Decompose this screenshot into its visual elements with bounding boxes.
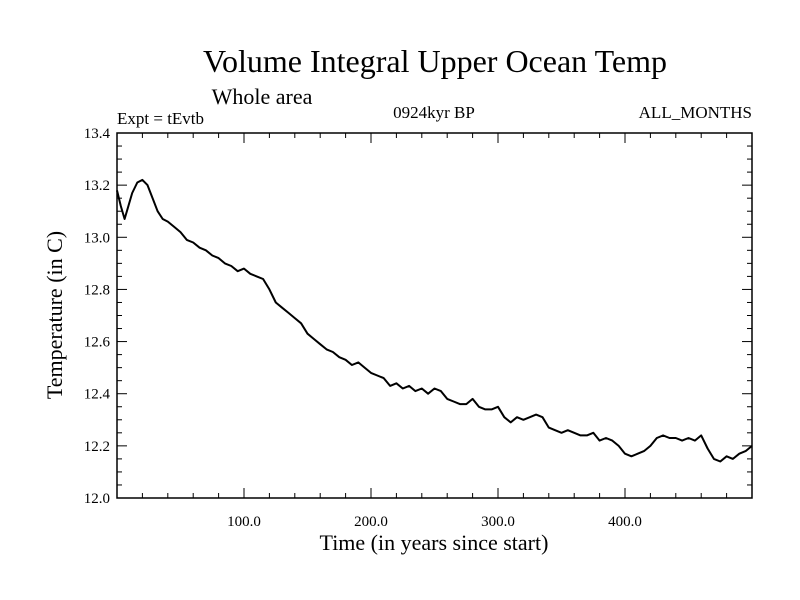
y-tick-label: 13.2 xyxy=(84,178,110,194)
x-tick-label: 200.0 xyxy=(354,514,388,530)
tick-labels: 100.0 200.0 300.0 400.0 12.0 12.2 12.4 12.6 12.8… xyxy=(84,126,642,530)
temperature-series-line xyxy=(116,178,753,463)
y-tick-label: 12.6 xyxy=(84,335,111,351)
y-axis-label: Temperature (in C) xyxy=(42,231,67,399)
y-tick-label: 12.0 xyxy=(84,491,110,507)
x-tick-label: 100.0 xyxy=(227,514,261,530)
x-tick-label: 300.0 xyxy=(481,514,515,530)
y-tick-label: 12.8 xyxy=(84,282,110,298)
y-tick-label: 12.4 xyxy=(84,387,111,403)
experiment-label: Expt = tEvtb xyxy=(117,109,204,128)
plot-frame xyxy=(116,132,753,499)
chart-subtitle: Whole area xyxy=(212,84,313,109)
x-axis-label: Time (in years since start) xyxy=(320,530,549,555)
x-tick-label: 400.0 xyxy=(608,514,642,530)
period-label: 0924kyr BP xyxy=(393,103,475,122)
axis-ticks xyxy=(117,133,752,498)
y-tick-label: 13.0 xyxy=(84,230,110,246)
months-label: ALL_MONTHS xyxy=(639,103,752,122)
chart-title: Volume Integral Upper Ocean Temp xyxy=(203,43,667,79)
y-tick-label: 12.2 xyxy=(84,439,110,455)
y-tick-label: 13.4 xyxy=(84,126,111,142)
